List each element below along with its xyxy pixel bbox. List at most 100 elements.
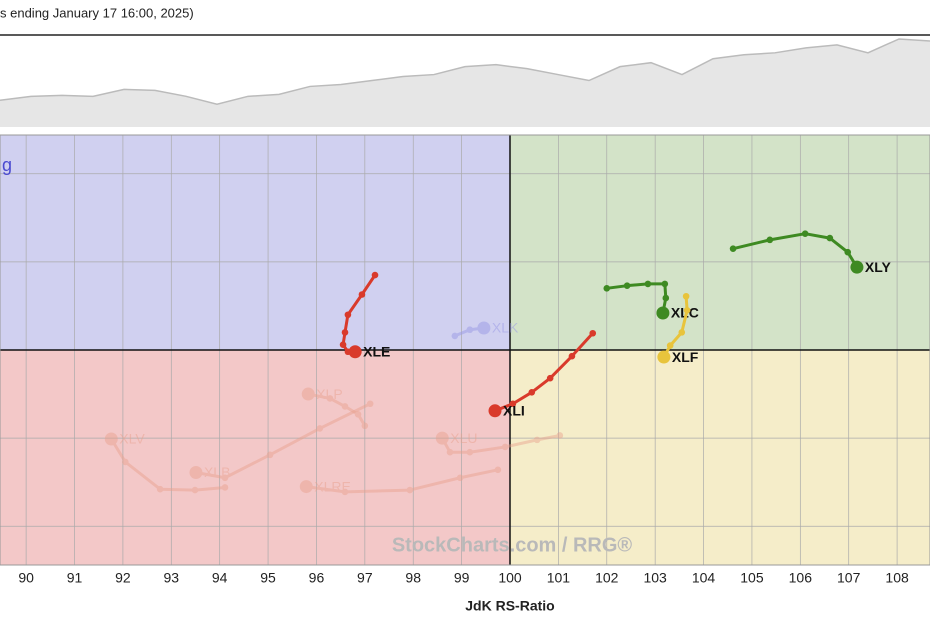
trail: XLP [301,386,369,430]
overview-area [0,38,930,125]
trail-head [348,345,362,359]
trail-point [556,432,564,439]
trail-head [488,404,502,418]
x-tick-label: 97 [357,570,373,586]
quadrant-label: g [2,155,12,175]
x-tick-label: 92 [115,570,131,586]
trail-point [466,448,474,456]
trail-point [678,329,686,336]
trail-point [266,451,274,459]
trail-point [446,448,454,456]
series-label: XLF [672,349,699,365]
trail-point [494,466,502,474]
x-tick-label: 95 [260,570,276,586]
trail-point [406,486,414,494]
trail-line [440,433,562,454]
series-label: XLE [363,343,390,359]
trail-head [477,321,491,335]
trail: XLRE [299,466,502,496]
trail-head [104,432,118,446]
trail: XLU [435,430,564,456]
trail-point [341,329,349,336]
trail-point [339,341,347,349]
series-label: XLY [865,259,892,275]
trail: XLF [657,292,699,365]
x-tick-label: 102 [595,570,619,586]
x-tick-label: 98 [405,570,421,586]
trail-point [509,400,517,408]
trail-point [662,294,670,302]
trail-point [354,411,362,418]
trail-point [326,395,334,402]
x-tick-label: 107 [837,570,861,586]
trail-line [306,392,367,428]
x-tick-label: 101 [547,570,571,586]
trail-point [316,425,324,432]
trail-point [366,400,374,408]
trail-point [661,280,669,288]
series-label: XLP [316,386,342,402]
series-label: XLV [119,431,145,447]
trail: XLK [451,320,519,340]
trail-point [666,342,674,349]
trail-point [682,292,690,300]
x-tick-label: 91 [67,570,83,586]
trail-point [341,488,349,496]
trail: XLC [603,280,699,321]
x-tick-label: 103 [643,570,667,586]
trail: XLB [189,400,374,482]
trail-head [657,350,671,364]
trail-line [194,402,372,480]
quadrant-lagging [0,350,510,565]
trail-point [801,230,809,237]
trail-point [589,329,597,337]
trail-point [766,236,774,244]
trail: XLV [104,431,229,494]
chart-title: s ending January 17 16:00, 2025) [0,5,194,20]
trail-point [533,436,541,444]
trail-line [304,468,500,494]
trail-point [341,403,349,410]
trail-point [528,388,536,396]
x-tick-label: 105 [740,570,764,586]
series-label: XLI [503,403,525,419]
trail: XLY [729,230,892,275]
trail-point [603,285,611,292]
x-tick-label: 108 [885,570,909,586]
trail-point [221,474,229,482]
x-tick-label: 94 [212,570,228,586]
x-tick-label: 100 [498,570,522,586]
trail-point [156,485,164,493]
overview-line [0,38,930,106]
trail-head [850,260,864,274]
series-label: XLK [492,320,519,336]
series-label: XLU [450,430,477,446]
trail-point [221,484,229,491]
trail-point [371,271,379,279]
trail-point [826,234,834,242]
trail-point [644,280,652,288]
trail-point [546,374,554,382]
trail-head [189,465,203,479]
trail: XLE [339,271,390,359]
trail-head [435,431,449,445]
trail-point [344,311,352,319]
quadrant-improving [0,135,510,350]
trail-point [466,326,474,334]
trail-point [122,458,129,466]
trail-line [109,437,227,492]
trail-point [191,486,199,494]
x-tick-label: 104 [692,570,716,586]
trail: XLI [488,329,597,419]
x-tick-label: 106 [789,570,813,586]
series-label: XLRE [314,478,351,494]
trail-point [729,245,737,252]
trail-point [358,291,366,298]
x-tick-label: 93 [164,570,180,586]
trail-point [456,474,464,482]
series-label: XLB [204,464,230,480]
trail-point [623,282,631,289]
trail-point [361,422,369,430]
trail-head [656,306,670,320]
